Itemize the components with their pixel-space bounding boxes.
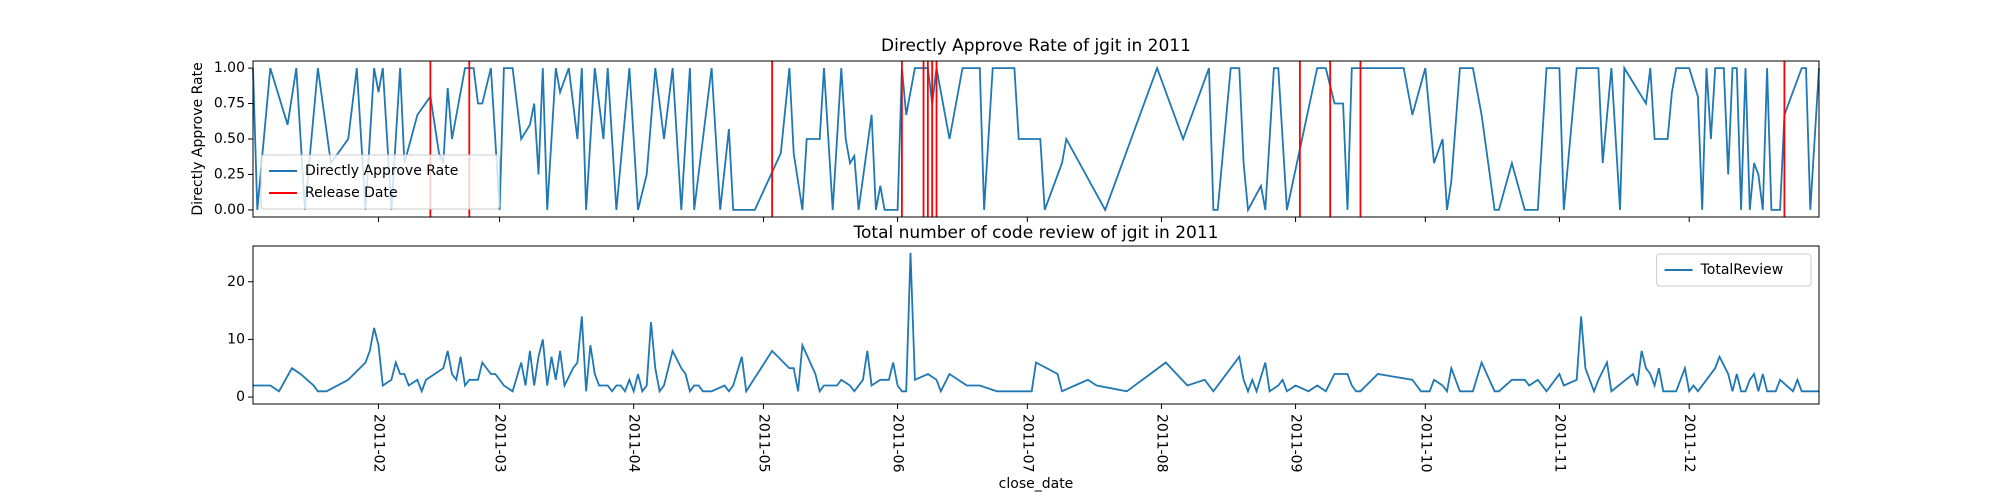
y-tick-label: 20 xyxy=(227,274,245,290)
chart-title: Total number of code review of jgit in 2… xyxy=(853,223,1219,243)
x-tick-label: 2011-06 xyxy=(890,414,906,473)
legend-box xyxy=(260,154,500,210)
y-tick-label: 10 xyxy=(227,331,245,347)
y-tick-label: 0.50 xyxy=(214,131,245,147)
x-axis-label: close_date xyxy=(999,476,1074,492)
y-tick-label: 0 xyxy=(236,389,245,405)
legend-box xyxy=(1656,253,1812,287)
x-tick-label: 2011-07 xyxy=(1019,414,1035,473)
x-tick-label: 2011-04 xyxy=(626,414,642,473)
plot-frame xyxy=(252,245,1820,405)
x-tick-label: 2011-03 xyxy=(492,414,508,473)
legend-label: Release Date xyxy=(305,185,398,201)
y-tick-label: 1.00 xyxy=(214,60,245,76)
y-tick-label: 0.75 xyxy=(214,96,245,112)
y-tick-label: 0.25 xyxy=(214,166,245,182)
y-axis-label: Directly Approve Rate xyxy=(190,62,206,215)
legend-label: TotalReview xyxy=(1700,262,1784,278)
x-tick-label: 2011-09 xyxy=(1288,414,1304,473)
data-line xyxy=(252,65,1820,213)
legend-label: Directly Approve Rate xyxy=(305,163,458,179)
data-line xyxy=(253,252,1819,395)
x-tick-label: 2011-08 xyxy=(1153,414,1169,473)
x-tick-label: 2011-05 xyxy=(755,414,771,473)
x-tick-label: 2011-12 xyxy=(1681,414,1697,473)
x-tick-label: 2011-11 xyxy=(1551,414,1567,473)
x-tick-label: 2011-02 xyxy=(370,414,386,473)
y-tick-label: 0.00 xyxy=(214,202,245,218)
chart-title: Directly Approve Rate of jgit in 2011 xyxy=(881,36,1191,56)
plot-frame xyxy=(252,60,1820,218)
x-tick-label: 2011-10 xyxy=(1417,414,1433,473)
